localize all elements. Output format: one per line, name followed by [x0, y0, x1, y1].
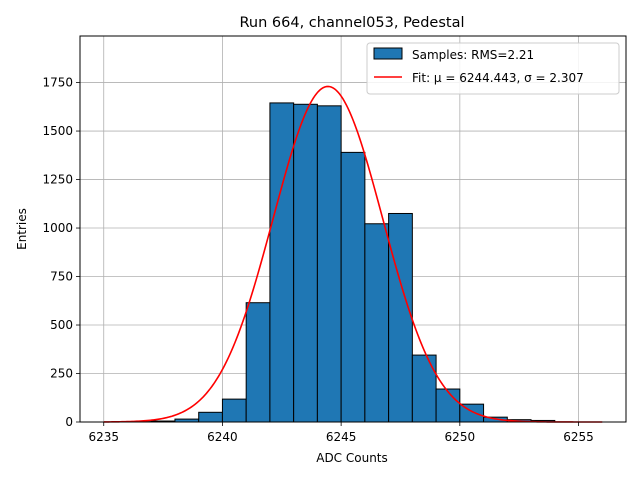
x-tick-label: 6240: [207, 430, 238, 444]
x-axis-ticks: 6235 6240 6245 6250 6255: [88, 422, 594, 444]
histogram-bar: [316, 105, 342, 423]
chart-title: Run 664, channel053, Pedestal: [239, 15, 464, 31]
histogram-bar: [221, 398, 247, 423]
y-tick-label: 750: [50, 270, 73, 284]
histogram-bar: [364, 223, 390, 423]
histogram-bars: [126, 102, 556, 423]
y-tick-label: 1500: [42, 124, 73, 138]
y-axis-label: Entries: [15, 208, 29, 250]
y-tick-label: 1000: [42, 221, 73, 235]
legend-samples-label: Samples: RMS=2.21: [412, 48, 534, 62]
histogram-bar: [388, 212, 413, 423]
y-tick-label: 250: [50, 367, 73, 381]
y-axis-ticks: 0 250 500 750 1000 1250 1500 1750: [42, 76, 80, 429]
x-tick-label: 6245: [326, 430, 357, 444]
legend-frame: [366, 42, 620, 95]
x-tick-label: 6250: [445, 430, 476, 444]
histogram-bar: [340, 151, 366, 423]
x-tick-label: 6255: [563, 430, 594, 444]
y-tick-label: 0: [65, 415, 73, 429]
y-tick-label: 500: [50, 318, 73, 332]
plot-frame: [79, 35, 627, 423]
histogram-bar: [269, 102, 295, 423]
histogram-bar: [198, 411, 223, 423]
fit-curve: [103, 85, 603, 423]
x-tick-label: 6235: [88, 430, 119, 444]
legend-samples-patch: [373, 47, 403, 60]
histogram-bar: [245, 302, 271, 423]
y-tick-label: 1750: [42, 76, 73, 90]
histogram-bar: [435, 388, 461, 423]
y-tick-label: 1250: [42, 173, 73, 187]
x-axis-label: ADC Counts: [316, 451, 388, 465]
histogram-bar: [293, 103, 318, 423]
legend-fit-label: Fit: μ = 6244.443, σ = 2.307: [412, 71, 584, 85]
histogram-bar: [411, 354, 437, 423]
legend: Samples: RMS=2.21 Fit: μ = 6244.443, σ =…: [366, 42, 620, 95]
